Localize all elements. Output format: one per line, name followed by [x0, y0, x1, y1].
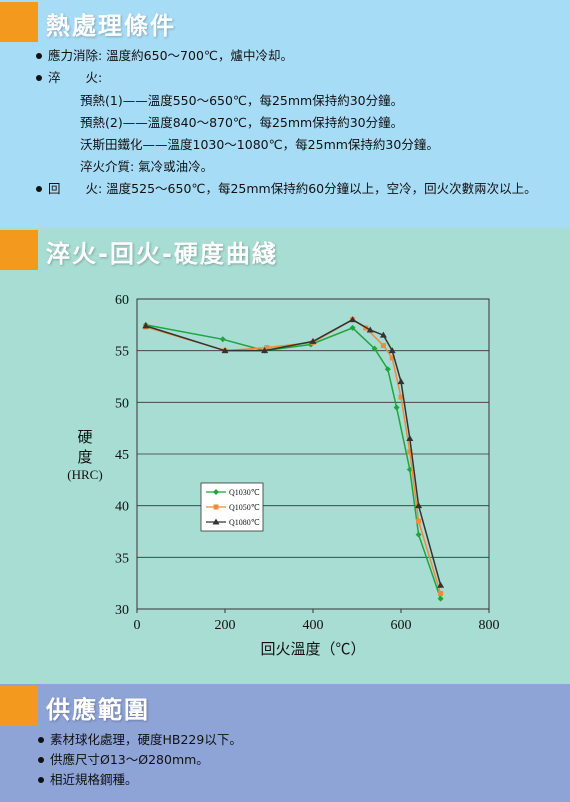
data-point	[393, 404, 400, 411]
data-point	[264, 345, 270, 351]
legend-label: Q1080℃	[229, 518, 260, 527]
heat-treatment-section: 熱處理條件 應力消除: 溫度約650～700℃，爐中冷却。 淬 火: 預熱(1)…	[0, 0, 570, 228]
data-point	[349, 324, 356, 331]
legend-label: Q1050℃	[229, 503, 260, 512]
data-point	[371, 345, 378, 352]
heat-treatment-header: 熱處理條件	[0, 2, 570, 42]
bullet-icon	[36, 75, 42, 81]
data-point	[406, 435, 414, 441]
y-tick-label: 50	[115, 396, 129, 411]
austenitize-text: 沃斯田鐵化——溫度1030～1080℃，每25mm保持約30分鐘。	[80, 137, 439, 152]
series-line	[145, 318, 442, 586]
quench-medium-text: 淬火介質: 氣冷或油冷。	[80, 159, 214, 174]
chart-legend: Q1030℃ Q1050℃ Q1080℃	[200, 482, 264, 532]
data-point	[415, 502, 423, 509]
y-axis-label: 硬	[77, 429, 92, 446]
chart-series	[142, 316, 445, 602]
data-point	[388, 347, 396, 354]
x-tick-label: 0	[134, 618, 141, 633]
y-tick-label: 55	[115, 345, 129, 360]
bullet-icon	[38, 757, 44, 763]
x-tick-label: 800	[479, 618, 500, 633]
series-Q1050℃	[143, 317, 444, 596]
data-point	[397, 378, 405, 385]
bullet-icon	[38, 777, 44, 783]
preheat1-text: 預熱(1)——溫度550～650℃，每25mm保持約30分鐘。	[80, 93, 404, 108]
x-tick-label: 400	[303, 618, 324, 633]
data-point	[219, 336, 226, 343]
data-point	[384, 366, 391, 373]
data-point	[437, 581, 445, 588]
hardness-curve-header: 淬火-回火-硬度曲綫	[0, 230, 570, 270]
data-point	[437, 595, 444, 602]
bullet-icon	[38, 737, 44, 743]
data-point	[212, 518, 220, 525]
header-accent	[0, 686, 38, 726]
series-Q1080℃	[142, 316, 445, 588]
hardness-curve-section: 淬火-回火-硬度曲綫 30 35 40 45 50 55 60 0 200 400 600 800 回火…	[0, 228, 570, 684]
data-point	[407, 449, 413, 455]
preheat2-text: 預熱(2)——溫度840～870℃，每25mm保持約30分鐘。	[80, 115, 404, 130]
supply-range-title: 供應範圍	[46, 696, 150, 724]
temper-text: 回 火: 溫度525～650℃，每25mm保持約60分鐘以上，空冷，回火次數兩次…	[48, 181, 537, 196]
data-point	[349, 316, 357, 323]
bullet-icon	[36, 186, 42, 192]
data-point	[379, 331, 387, 338]
data-point	[142, 322, 150, 329]
data-point	[380, 343, 386, 348]
x-tick-label: 600	[391, 618, 412, 633]
y-tick-label: 45	[115, 448, 129, 463]
chart-grid	[137, 298, 489, 558]
supply-item: 相近規格鋼種。	[50, 772, 138, 787]
data-point	[261, 347, 269, 354]
y-tick-label: 35	[115, 551, 129, 566]
data-point	[213, 504, 219, 510]
legend-label: Q1030℃	[229, 488, 260, 497]
y-axis-label: (HRC)	[67, 467, 102, 482]
supply-item: 素材球化處理，硬度HB229以下。	[50, 732, 242, 747]
data-point	[438, 591, 444, 596]
heat-treatment-title: 熱處理條件	[46, 12, 176, 40]
data-point	[366, 326, 374, 333]
data-point	[398, 394, 404, 400]
quench-label: 淬 火:	[48, 70, 103, 85]
supply-range-header: 供應範圍	[0, 686, 570, 726]
y-tick-label: 60	[115, 293, 129, 308]
data-point	[389, 355, 395, 361]
y-tick-label: 40	[115, 500, 129, 515]
data-point	[415, 531, 422, 538]
supply-range-section: 供應範圍 素材球化處理，硬度HB229以下。 供應尺寸Ø13～Ø280mm。 相…	[0, 684, 570, 802]
stress-relief-text: 應力消除: 溫度約650～700℃，爐中冷却。	[48, 48, 293, 63]
series-line	[145, 318, 442, 594]
header-accent	[0, 230, 38, 270]
x-tick-label: 200	[215, 618, 236, 633]
y-tick-label: 30	[115, 603, 129, 618]
hardness-curve-title: 淬火-回火-硬度曲綫	[46, 240, 278, 268]
data-point	[309, 337, 317, 344]
y-axis-label: 度	[77, 449, 92, 466]
data-point	[213, 489, 219, 495]
header-accent	[0, 2, 38, 42]
data-point	[416, 518, 422, 524]
bullet-icon	[36, 53, 42, 59]
supply-item: 供應尺寸Ø13～Ø280mm。	[50, 752, 209, 767]
data-point	[221, 347, 229, 354]
series-Q1030℃	[142, 321, 444, 602]
x-axis-label: 回火溫度（℃）	[260, 641, 365, 658]
